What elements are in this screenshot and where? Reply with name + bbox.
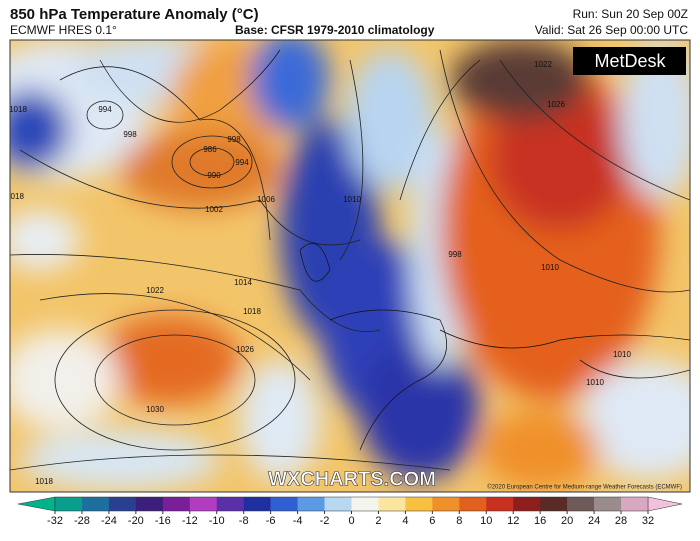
isobar-label: 1022 xyxy=(534,60,552,69)
colorbar-tick-label: -20 xyxy=(128,515,144,527)
map: MetDesk WXCHARTS.COM ©2020 European Cent… xyxy=(6,40,690,492)
colorbar-segment xyxy=(216,497,244,511)
isobar-label: 1018 xyxy=(35,477,53,486)
colorbar-tick-label: -12 xyxy=(182,515,198,527)
coastlines xyxy=(99,49,690,451)
colorbar-segment xyxy=(162,497,191,511)
colorbar-segment xyxy=(378,497,406,511)
colorbar-tick-label: -2 xyxy=(320,515,330,527)
isobar-label: 994 xyxy=(235,158,249,167)
isobar-label: 998 xyxy=(123,130,137,139)
colorbar-segment xyxy=(486,497,514,511)
valid: Valid: Sat 26 Sep 00:00 UTC xyxy=(535,23,689,37)
isobar-label: 1018 xyxy=(243,307,261,316)
colorbar-tick-label: -4 xyxy=(293,515,303,527)
colorbar-segment xyxy=(432,497,460,511)
colorbar-tick-label: 2 xyxy=(375,515,381,527)
colorbar-segment xyxy=(189,497,218,511)
colorbar-tick-label: 32 xyxy=(642,515,654,527)
colorbar: -32 -28 -24 -20 -16 -12 -10 -8 -6 -4 -2 0 2 4 6 8 10 12 16… xyxy=(17,496,683,527)
colorbar-tick-label: 20 xyxy=(561,515,573,527)
colorbar-segment xyxy=(297,497,325,511)
colorbar-tick-label: -6 xyxy=(266,515,276,527)
isobar-label: 1022 xyxy=(146,286,164,295)
colorbar-segment xyxy=(108,497,137,511)
colorbar-tick-label: -24 xyxy=(101,515,117,527)
colorbar-segment xyxy=(405,497,433,511)
colorbar-tick-label: 12 xyxy=(507,515,519,527)
colorbar-tick-label: 4 xyxy=(402,515,408,527)
anomaly-field xyxy=(10,40,690,490)
colorbar-segment xyxy=(513,497,541,511)
map-frame xyxy=(9,39,691,493)
colorbar-segment xyxy=(81,497,110,511)
colorbar-tick-label: 10 xyxy=(480,515,492,527)
isobar-label: 1026 xyxy=(547,100,565,109)
title: 850 hPa Temperature Anomaly (°C) xyxy=(10,6,259,23)
isobar-label: 1026 xyxy=(236,345,254,354)
isobar-label: 990 xyxy=(207,171,221,180)
colorbar-segment xyxy=(540,497,568,511)
colorbar-segment xyxy=(270,497,298,511)
colorbar-over xyxy=(647,496,683,512)
isobar-label: 998 xyxy=(227,135,241,144)
colorbar-under xyxy=(17,496,56,512)
colorbar-tick-label: 8 xyxy=(456,515,462,527)
colorbar-segment xyxy=(594,497,622,511)
colorbar-tick-label: 24 xyxy=(588,515,600,527)
isobar-label: 1030 xyxy=(146,405,164,414)
model: ECMWF HRES 0.1° xyxy=(10,23,117,37)
isobar-label: 1002 xyxy=(205,205,223,214)
colorbar-segment xyxy=(243,497,271,511)
isobar-label: 1010 xyxy=(586,378,604,387)
copyright: ©2020 European Centre for Medium-range W… xyxy=(487,484,682,491)
isobar-labels: 994 998 986 990 998 994 1002 1006 1010 1014 1018 10… xyxy=(6,60,631,486)
isobar-label: 1010 xyxy=(613,350,631,359)
isobar-label: 998 xyxy=(448,250,462,259)
colorbar-tick-label: -16 xyxy=(155,515,171,527)
isobar-label: 1018 xyxy=(6,192,24,201)
run: Run: Sun 20 Sep 00Z xyxy=(573,7,688,21)
colorbar-segment xyxy=(567,497,595,511)
colorbar-tick-label: -8 xyxy=(239,515,249,527)
colorbar-segment xyxy=(324,497,352,511)
base: Base: CFSR 1979-2010 climatology xyxy=(235,23,435,37)
colorbar-tick-label: 0 xyxy=(348,515,354,527)
colorbar-tick-label: 6 xyxy=(429,515,435,527)
colorbar-tick-label: -10 xyxy=(209,515,225,527)
isobar-label: 1010 xyxy=(343,195,361,204)
colorbar-tick-label: -32 xyxy=(47,515,63,527)
isobar-label: 986 xyxy=(203,145,217,154)
isobar-label: 1018 xyxy=(9,105,27,114)
colorbar-tick-label: 28 xyxy=(615,515,627,527)
logo: MetDesk xyxy=(594,51,666,71)
colorbar-segment xyxy=(621,497,649,511)
colorbar-segment xyxy=(459,497,487,511)
logo-box xyxy=(573,47,686,75)
colorbar-segment xyxy=(351,497,379,511)
watermark: WXCHARTS.COM xyxy=(268,468,436,490)
isobar-label: 1010 xyxy=(541,263,559,272)
isobar-label: 994 xyxy=(98,105,112,114)
isobar-label: 1006 xyxy=(257,195,275,204)
isobar-label: 1014 xyxy=(234,278,252,287)
colorbar-segment xyxy=(55,497,83,511)
colorbar-segment xyxy=(135,497,164,511)
colorbar-tick-label: 16 xyxy=(534,515,546,527)
isobars xyxy=(10,49,690,471)
colorbar-tick-label: -28 xyxy=(74,515,90,527)
